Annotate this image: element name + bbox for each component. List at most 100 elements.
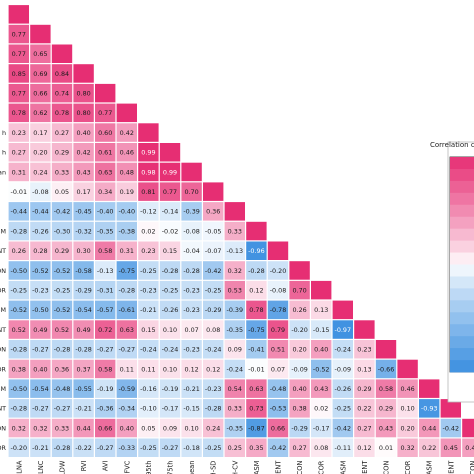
cell-value: -0.16 bbox=[140, 385, 157, 393]
diagonal-cell bbox=[30, 24, 51, 44]
cell-value: -0.39 bbox=[183, 208, 200, 216]
cell-value: 0.63 bbox=[120, 326, 134, 334]
heatmap-cell bbox=[267, 399, 289, 418]
heatmap-cell bbox=[95, 241, 116, 260]
heatmap-cell bbox=[30, 83, 51, 103]
cell-value: 0.33 bbox=[55, 424, 69, 432]
cell-value: -0.11 bbox=[335, 444, 352, 452]
heatmap-cell bbox=[138, 300, 159, 320]
heatmap-cell bbox=[73, 103, 94, 123]
cell-value: -0.40 bbox=[119, 208, 136, 216]
cell-value: -0.28 bbox=[75, 346, 92, 354]
cell-value: -0.48 bbox=[54, 385, 71, 393]
cell-value: -0.52 bbox=[32, 267, 49, 275]
heatmap-cell bbox=[8, 103, 29, 123]
heatmap-cell bbox=[30, 202, 51, 221]
cell-value: 0.49 bbox=[33, 326, 47, 334]
heatmap-cell bbox=[30, 64, 51, 83]
cell-value: -0.24 bbox=[227, 365, 244, 373]
y-tick-label: an bbox=[0, 168, 6, 176]
heatmap-cell bbox=[246, 379, 267, 398]
heatmap-cell bbox=[138, 261, 159, 280]
heatmap-cell bbox=[73, 241, 94, 260]
colorbar-step bbox=[450, 324, 474, 337]
cell-value: 0.09 bbox=[163, 424, 177, 432]
x-tick-label: HS-CON bbox=[296, 461, 304, 474]
heatmap-cell bbox=[8, 359, 29, 379]
cell-value: 0.35 bbox=[249, 444, 263, 452]
heatmap-cell bbox=[51, 438, 73, 457]
cell-value: 0.74 bbox=[55, 89, 69, 97]
heatmap-cell bbox=[138, 340, 159, 359]
heatmap-cell bbox=[289, 418, 310, 438]
heatmap-cell bbox=[181, 359, 202, 379]
x-tick-label: HV-ENT bbox=[361, 460, 369, 474]
cell-value: 0.13 bbox=[357, 365, 371, 373]
cell-value: 0.78 bbox=[249, 306, 263, 314]
heatmap-cell bbox=[8, 340, 29, 359]
cell-value: -0.44 bbox=[11, 208, 28, 216]
cell-value: 0.10 bbox=[400, 405, 414, 413]
cell-value: -0.08 bbox=[32, 188, 49, 196]
x-tick-label: LDW bbox=[59, 460, 67, 474]
heatmap-cell bbox=[267, 340, 289, 359]
cell-value: 0.52 bbox=[12, 326, 26, 334]
heatmap-cell bbox=[246, 418, 267, 438]
cell-value: -0.42 bbox=[335, 424, 352, 432]
heatmap-cell bbox=[267, 320, 289, 339]
heatmap-cell bbox=[116, 182, 137, 201]
cell-value: 0.38 bbox=[12, 365, 26, 373]
cell-value: 0.45 bbox=[444, 444, 458, 452]
cell-value: -0.20 bbox=[291, 326, 308, 334]
cell-value: -0.93 bbox=[421, 405, 438, 413]
colorbar-step bbox=[450, 336, 474, 349]
cell-value: -0.10 bbox=[140, 405, 157, 413]
heatmap-cell bbox=[289, 320, 310, 339]
heatmap-cell bbox=[246, 359, 267, 379]
cell-value: 0.40 bbox=[120, 424, 134, 432]
heatmap-cell bbox=[138, 359, 159, 379]
cell-value: 0.27 bbox=[357, 424, 371, 432]
cell-value: -0.28 bbox=[183, 267, 200, 275]
colorbar-step bbox=[450, 276, 474, 289]
heatmap-cell bbox=[116, 418, 137, 438]
cell-value: 0.33 bbox=[228, 227, 242, 235]
cell-value: 0.98 bbox=[141, 168, 155, 176]
heatmap-cell bbox=[116, 438, 137, 457]
heatmap-cells bbox=[8, 5, 474, 457]
heatmap-cell bbox=[73, 379, 94, 398]
heatmap-cell bbox=[159, 241, 181, 260]
heatmap-cell bbox=[51, 379, 73, 398]
cell-value: -0.29 bbox=[205, 306, 222, 314]
cell-value: 0.29 bbox=[55, 149, 69, 157]
heatmap-cell bbox=[73, 418, 94, 438]
cell-value: -0.05 bbox=[205, 227, 222, 235]
heatmap-cell bbox=[224, 438, 245, 457]
heatmap-cell bbox=[224, 300, 245, 320]
cell-value: -0.25 bbox=[205, 286, 222, 294]
heatmap-cell bbox=[95, 320, 116, 339]
heatmap-cell bbox=[181, 438, 202, 457]
cell-value: -0.22 bbox=[75, 444, 92, 452]
cell-value: -0.28 bbox=[162, 267, 179, 275]
cell-value: 0.99 bbox=[141, 149, 155, 157]
heatmap-cell bbox=[224, 359, 245, 379]
cell-value: -0.27 bbox=[119, 346, 136, 354]
heatmap-cell bbox=[138, 241, 159, 260]
cell-value: 0.78 bbox=[12, 109, 26, 117]
heatmap-cell bbox=[116, 340, 137, 359]
cell-value: 0.26 bbox=[292, 306, 306, 314]
heatmap-cell bbox=[267, 280, 289, 300]
cell-value: 0.22 bbox=[357, 405, 371, 413]
cell-value: -0.23 bbox=[183, 346, 200, 354]
cell-value: -0.27 bbox=[32, 346, 49, 354]
heatmap-cell bbox=[116, 399, 137, 418]
y-tick-label: h bbox=[2, 149, 6, 157]
heatmap-cell bbox=[116, 143, 137, 162]
cell-value: -0.13 bbox=[227, 247, 244, 255]
cell-value: -0.28 bbox=[205, 405, 222, 413]
cell-value: -0.19 bbox=[97, 385, 114, 393]
heatmap-cell bbox=[116, 123, 137, 142]
heatmap-cell bbox=[203, 241, 224, 260]
cell-value: -0.14 bbox=[162, 208, 179, 216]
